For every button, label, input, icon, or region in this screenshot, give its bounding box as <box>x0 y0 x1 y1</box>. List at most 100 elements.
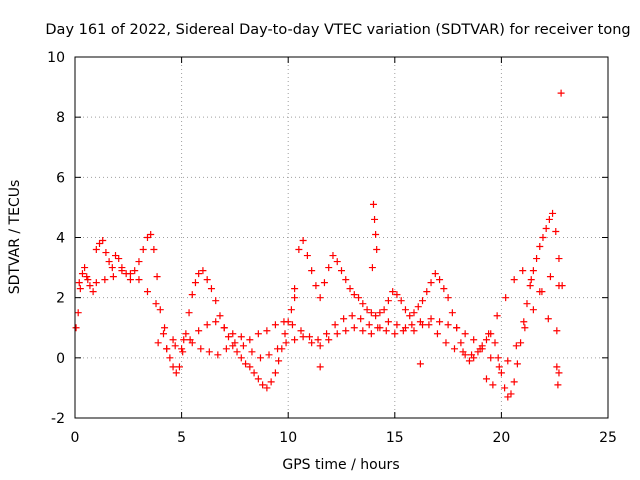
axis-ticks: 0 5 10 15 20 25 -2 0 2 4 6 8 10 <box>47 50 617 446</box>
data-point <box>203 321 211 329</box>
data-point <box>153 273 161 281</box>
data-point <box>350 291 358 299</box>
data-point <box>143 288 151 296</box>
data-point <box>102 249 110 257</box>
data-point <box>316 342 324 350</box>
data-point <box>367 309 375 317</box>
data-point <box>333 258 341 266</box>
data-point <box>185 309 193 317</box>
data-point <box>99 237 107 245</box>
data-point <box>222 345 230 353</box>
data-point <box>448 309 456 317</box>
data-point <box>520 318 528 326</box>
data-point <box>275 357 283 365</box>
data-point <box>365 321 373 329</box>
data-point <box>333 330 341 338</box>
data-point <box>259 381 267 389</box>
data-point <box>357 315 365 323</box>
data-point <box>105 258 113 266</box>
data-point <box>342 327 350 335</box>
data-point <box>256 354 264 362</box>
data-point <box>501 384 509 392</box>
data-point <box>529 267 537 275</box>
data-point <box>135 276 143 284</box>
data-point <box>457 339 465 347</box>
data-point <box>267 378 275 386</box>
data-point <box>246 336 254 344</box>
y-tick-label: 6 <box>56 170 65 186</box>
data-point <box>502 294 510 302</box>
data-point <box>419 297 427 305</box>
x-tick-label: 25 <box>599 430 617 446</box>
data-point <box>188 339 196 347</box>
data-point <box>295 246 303 254</box>
data-point <box>348 312 356 320</box>
data-point <box>172 369 180 377</box>
data-point <box>246 363 254 371</box>
data-point <box>126 270 134 278</box>
data-point <box>372 230 380 238</box>
data-point <box>465 357 473 365</box>
data-point <box>250 369 258 377</box>
data-point <box>440 285 448 293</box>
x-axis-label: GPS time / hours <box>282 457 399 473</box>
data-point <box>478 345 486 353</box>
data-point <box>372 312 380 320</box>
data-point <box>214 351 222 359</box>
data-point <box>436 318 444 326</box>
data-point <box>299 333 307 341</box>
data-point <box>401 324 409 332</box>
data-point <box>329 252 337 260</box>
y-tick-label: 2 <box>56 291 65 307</box>
data-point <box>274 345 282 353</box>
data-point <box>519 267 527 275</box>
data-point <box>393 291 401 299</box>
data-point <box>229 330 237 338</box>
data-point <box>72 324 80 332</box>
data-point <box>538 288 546 296</box>
data-point <box>552 227 560 235</box>
data-point <box>191 279 199 287</box>
data-point <box>205 348 213 356</box>
data-point <box>96 240 104 248</box>
data-point <box>393 321 401 329</box>
data-point <box>169 363 177 371</box>
data-point <box>299 237 307 245</box>
data-point <box>126 276 134 284</box>
data-point <box>542 224 550 232</box>
data-point <box>101 276 109 284</box>
y-tick-label: 4 <box>56 231 65 247</box>
x-tick-label: 20 <box>492 430 510 446</box>
data-point <box>380 306 388 314</box>
data-point <box>92 246 100 254</box>
data-point <box>555 255 563 263</box>
data-point <box>507 390 515 398</box>
data-point <box>401 306 409 314</box>
data-point <box>81 264 89 272</box>
data-point <box>350 324 358 332</box>
y-axis-label: SDTVAR / TECUs <box>7 180 23 295</box>
data-point <box>482 375 490 383</box>
data-point <box>359 327 367 335</box>
data-point <box>237 354 245 362</box>
data-point <box>303 252 311 260</box>
data-point <box>169 336 177 344</box>
data-point <box>554 381 562 389</box>
data-point <box>78 270 86 278</box>
data-point <box>521 324 529 332</box>
data-point <box>523 300 531 308</box>
data-point <box>175 363 183 371</box>
y-tick-label: 8 <box>56 110 65 126</box>
data-point <box>84 276 92 284</box>
data-point <box>131 267 139 275</box>
data-point <box>161 324 169 332</box>
data-point <box>368 264 376 272</box>
data-point <box>427 279 435 287</box>
data-point <box>414 303 422 311</box>
data-point <box>504 357 512 365</box>
data-point <box>340 315 348 323</box>
data-point <box>263 327 271 335</box>
data-point <box>510 378 518 386</box>
